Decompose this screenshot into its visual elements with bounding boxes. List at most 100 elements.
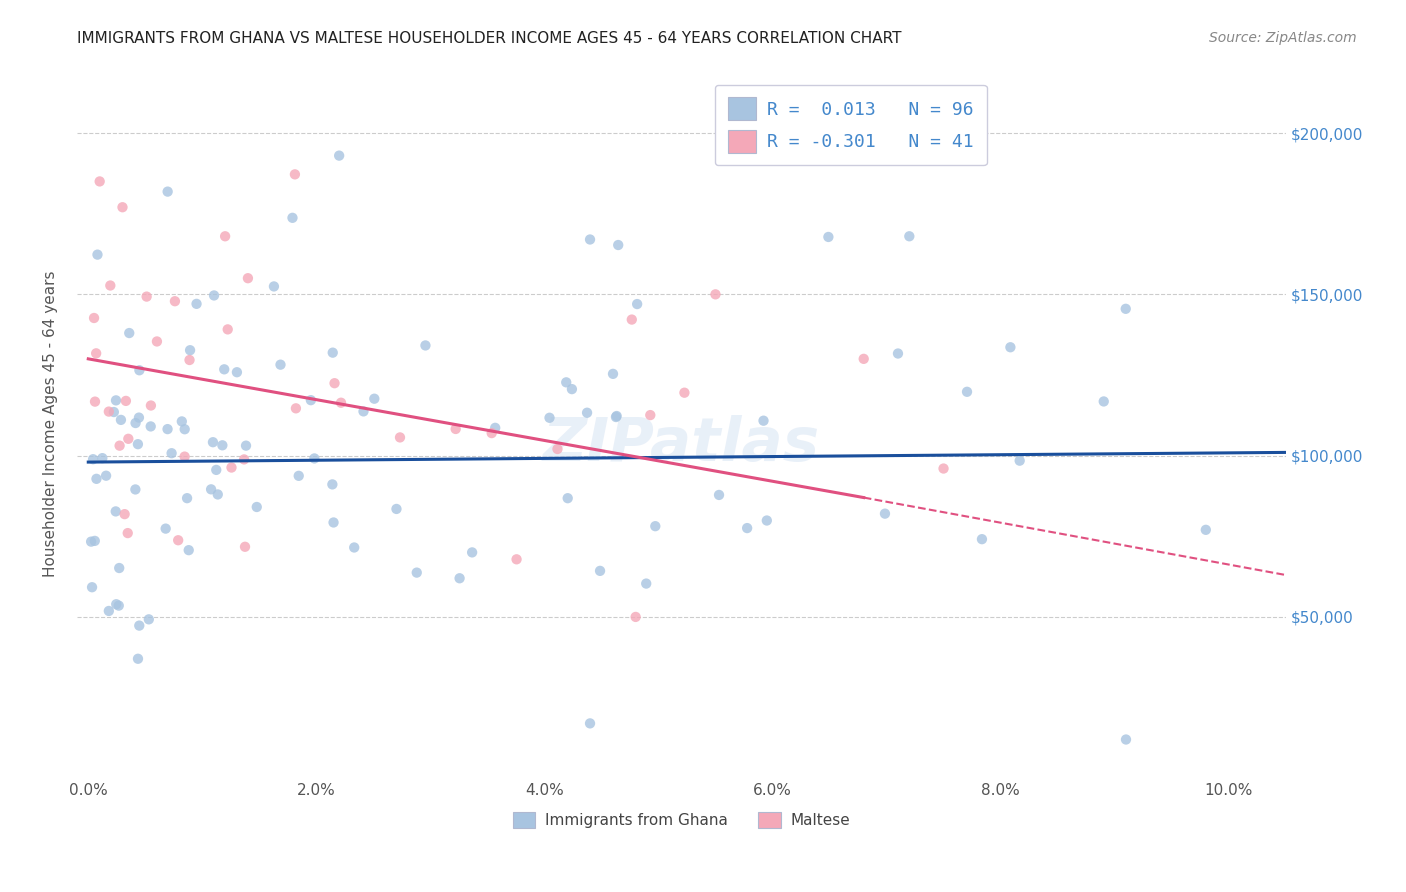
Point (299, 393, 322, 408)
Point (735, 521, 758, 535)
Point (202, 288, 225, 302)
Point (873, 507, 896, 521)
Point (817, 230, 839, 244)
Point (156, 185, 179, 199)
Point (173, 450, 195, 464)
Point (156, 422, 179, 436)
Point (107, 599, 129, 613)
Point (179, 353, 201, 368)
Point (115, 393, 138, 408)
Point (86, 472, 108, 486)
Point (207, 487, 229, 501)
Point (579, 232, 602, 246)
Point (155, 522, 177, 536)
Legend: Immigrants from Ghana, Maltese: Immigrants from Ghana, Maltese (506, 805, 856, 834)
Point (673, 385, 696, 400)
Point (626, 297, 648, 311)
Point (108, 439, 131, 453)
Point (103, 405, 125, 419)
Point (167, 533, 190, 548)
Point (80, 580, 103, 594)
Point (636, 576, 658, 591)
Point (1115, 301, 1137, 316)
Text: IMMIGRANTS FROM GHANA VS MALTESE HOUSEHOLDER INCOME AGES 45 - 64 YEARS CORRELATI: IMMIGRANTS FROM GHANA VS MALTESE HOUSEHO… (77, 31, 901, 46)
Point (321, 477, 343, 491)
Point (970, 532, 993, 546)
Point (579, 716, 602, 731)
Point (98, 278, 121, 293)
Point (898, 229, 921, 244)
Point (1000, 340, 1022, 354)
Point (620, 312, 643, 326)
Point (555, 376, 578, 390)
Point (287, 468, 309, 483)
Point (484, 421, 506, 435)
Point (127, 652, 149, 666)
Point (385, 502, 408, 516)
Point (84, 394, 107, 409)
Point (444, 422, 467, 436)
Point (388, 430, 411, 444)
Point (606, 409, 628, 423)
Point (449, 571, 471, 585)
Point (281, 211, 304, 225)
Point (104, 504, 127, 518)
Point (1195, 523, 1218, 537)
Point (127, 437, 149, 451)
Point (97, 604, 120, 618)
Point (263, 279, 285, 293)
Point (226, 365, 249, 379)
Point (363, 392, 385, 406)
Point (284, 401, 307, 416)
Point (269, 358, 291, 372)
Point (201, 435, 224, 450)
Point (235, 439, 257, 453)
Point (217, 322, 239, 336)
Point (83, 533, 105, 548)
Point (538, 410, 561, 425)
Point (932, 461, 955, 475)
Point (94, 468, 117, 483)
Text: ZIPatlas: ZIPatlas (543, 415, 820, 475)
Point (186, 297, 208, 311)
Point (704, 287, 727, 301)
Point (83, 310, 105, 325)
Point (640, 408, 662, 422)
Point (233, 540, 256, 554)
Point (1092, 394, 1115, 409)
Point (139, 399, 162, 413)
Point (405, 566, 427, 580)
Point (80, 534, 103, 549)
Point (852, 351, 875, 366)
Point (118, 326, 141, 340)
Point (84, 346, 107, 360)
Point (91, 451, 114, 466)
Point (330, 395, 353, 409)
Point (114, 507, 136, 521)
Point (170, 414, 193, 428)
Point (481, 426, 503, 441)
Point (1008, 453, 1031, 467)
Point (755, 514, 778, 528)
Point (124, 483, 146, 497)
Point (146, 334, 169, 349)
Point (707, 488, 730, 502)
Point (624, 610, 647, 624)
Point (214, 229, 236, 244)
Point (128, 363, 150, 377)
Point (557, 491, 579, 506)
Point (576, 406, 599, 420)
Point (236, 271, 259, 285)
Point (233, 452, 256, 467)
Point (124, 416, 146, 430)
Point (110, 413, 132, 427)
Point (644, 519, 666, 533)
Point (177, 543, 200, 558)
Point (956, 384, 979, 399)
Point (89, 174, 111, 188)
Point (589, 564, 612, 578)
Point (211, 438, 233, 452)
Point (561, 382, 583, 396)
Point (117, 526, 139, 541)
Point (328, 148, 350, 162)
